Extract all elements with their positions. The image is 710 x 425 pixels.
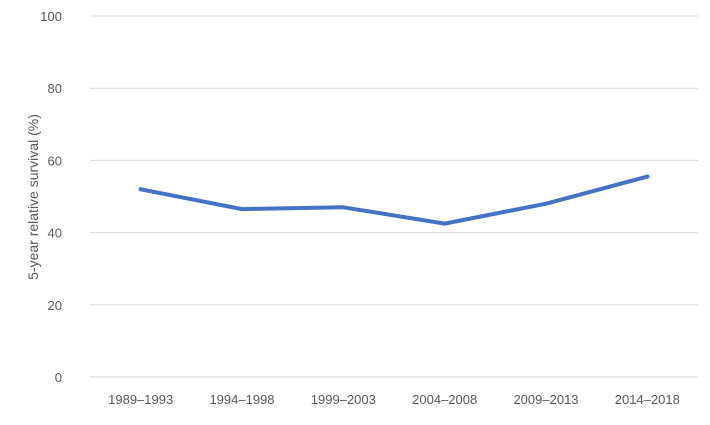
y-tick-label: 20 xyxy=(48,298,62,313)
data-point-2009–2013 xyxy=(544,201,548,206)
y-axis-label: 5-year relative survival (%) xyxy=(25,114,41,280)
x-tick-label: 1994–1998 xyxy=(209,392,274,407)
data-point-1999–2003 xyxy=(341,205,346,210)
series-line xyxy=(138,174,650,226)
x-tick-label: 2009–2013 xyxy=(513,392,578,407)
x-tick-label: 1989–1993 xyxy=(108,392,173,407)
y-tick-label: 100 xyxy=(40,9,62,24)
x-tick-label: 2004–2008 xyxy=(412,392,477,407)
data-point-1989–1993 xyxy=(138,187,143,192)
data-point-2004–2008 xyxy=(442,221,447,226)
x-tick-label: 2014–2018 xyxy=(615,392,680,407)
y-tick-label: 0 xyxy=(55,370,62,385)
y-tick-label: 60 xyxy=(48,153,62,168)
x-tick-labels: 1989–1993 1994–1998 1999–2003 2004–2008 2009… xyxy=(108,392,680,407)
data-point-2014–2018 xyxy=(645,174,650,179)
y-tick-labels: 0 20 40 60 80 100 xyxy=(40,9,62,385)
data-point-1994–1998 xyxy=(240,207,244,212)
y-tick-label: 40 xyxy=(48,226,62,241)
series-group xyxy=(138,174,650,226)
x-tick-label: 1999–2003 xyxy=(311,392,376,407)
gridlines xyxy=(90,15,698,378)
y-tick-label: 80 xyxy=(48,81,62,96)
